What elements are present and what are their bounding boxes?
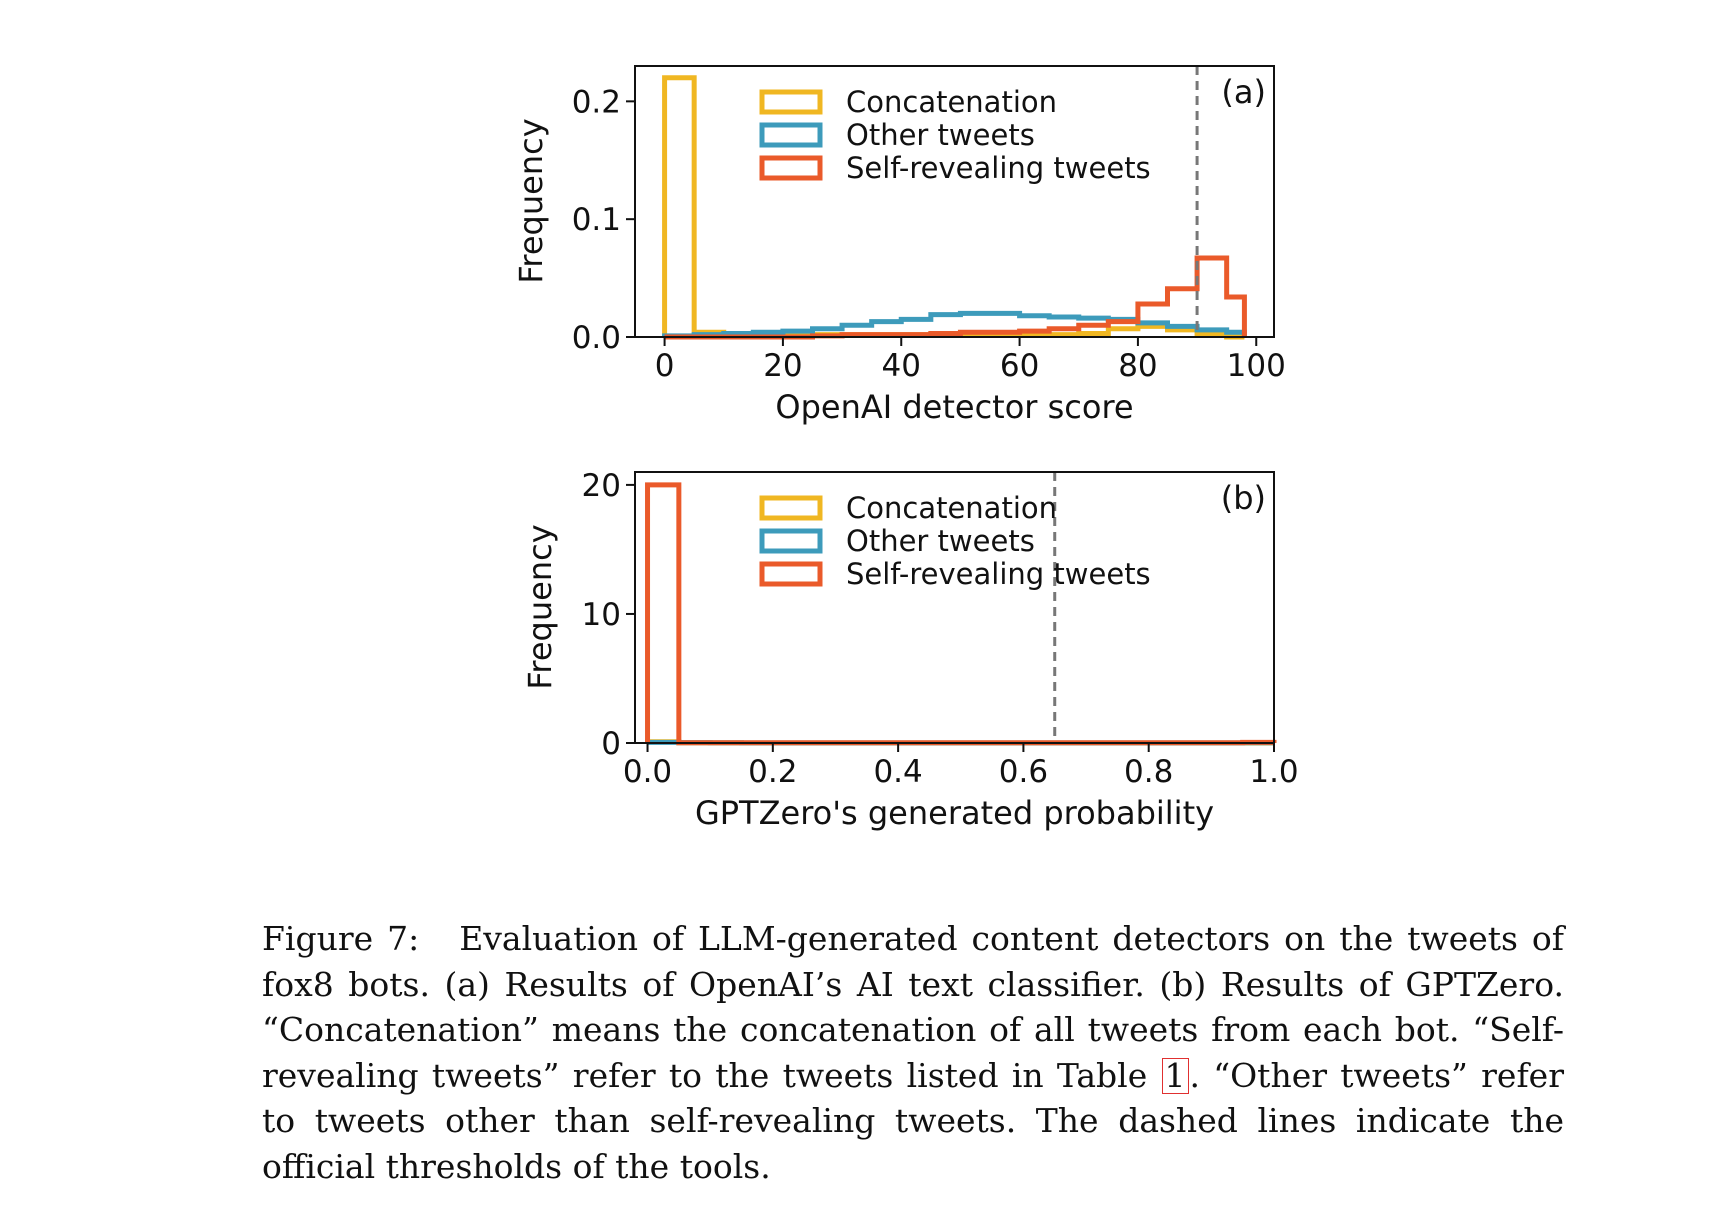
panel-label: (b): [1221, 479, 1266, 517]
legend-label: Other tweets: [846, 118, 1035, 152]
x-tick-label: 60: [1000, 348, 1039, 384]
x-tick-label: 0: [655, 348, 675, 384]
legend-label: Self-revealing tweets: [846, 151, 1151, 185]
figure-caption: Figure 7: Evaluation of LLM-generated con…: [262, 916, 1564, 1189]
y-tick-label: 0.0: [572, 320, 621, 356]
caption-label: Figure 7:: [262, 919, 420, 958]
x-axis-label: OpenAI detector score: [775, 388, 1133, 426]
y-tick-label: 0.2: [572, 84, 621, 120]
y-tick-label: 0: [601, 726, 621, 762]
table-reference-link[interactable]: 1: [1161, 1057, 1189, 1094]
x-tick-label: 80: [1118, 348, 1157, 384]
x-tick-label: 0.4: [873, 754, 922, 790]
x-tick-label: 0.0: [623, 754, 672, 790]
chart-gptzero: 0.0 0.2 0.4 0.6 0.8 1.0 0 10 20 GPTZero's generat…: [521, 468, 1299, 832]
legend-label: Other tweets: [846, 524, 1035, 558]
legend-label: Concatenation: [846, 85, 1057, 119]
histogram-series-other-tweets: [662, 310, 1247, 339]
y-axis-label: Frequency: [512, 118, 550, 283]
x-tick-label: 40: [882, 348, 921, 384]
x-tick-label: 0.2: [748, 754, 797, 790]
x-tick-label: 0.8: [1124, 754, 1173, 790]
y-tick-label: 10: [582, 597, 621, 633]
x-axis-label: GPTZero's generated probability: [695, 794, 1214, 832]
legend-label: Self-revealing tweets: [846, 557, 1151, 591]
caption-text-part2: . “Other tweets” refer to tweets other t…: [262, 1055, 1564, 1186]
legend-swatch: [759, 495, 823, 521]
y-tick-label: 20: [582, 468, 621, 504]
x-tick-label: 1.0: [1249, 754, 1298, 790]
x-tick-label: 20: [763, 348, 802, 384]
legend-swatch: [759, 122, 823, 148]
chart-openai-detector: 0 20 40 60 80 100 0.0 0.1 0.2 OpenAI detector sco…: [512, 65, 1286, 426]
legend-swatch: [759, 561, 823, 587]
legend-label: Concatenation: [846, 491, 1057, 525]
x-tick-label: 100: [1227, 348, 1286, 384]
caption-text-part1: Evaluation of LLM-generated content dete…: [262, 919, 1564, 1095]
panel-label: (a): [1221, 73, 1266, 111]
legend-swatch: [759, 528, 823, 554]
x-tick-label: 0.6: [999, 754, 1048, 790]
legend-swatch: [759, 89, 823, 115]
legend-swatch: [759, 155, 823, 181]
axes-frame: [634, 65, 1275, 338]
y-tick-label: 0.1: [572, 202, 621, 238]
y-axis-label: Frequency: [521, 524, 559, 689]
axes-frame: [634, 471, 1275, 744]
